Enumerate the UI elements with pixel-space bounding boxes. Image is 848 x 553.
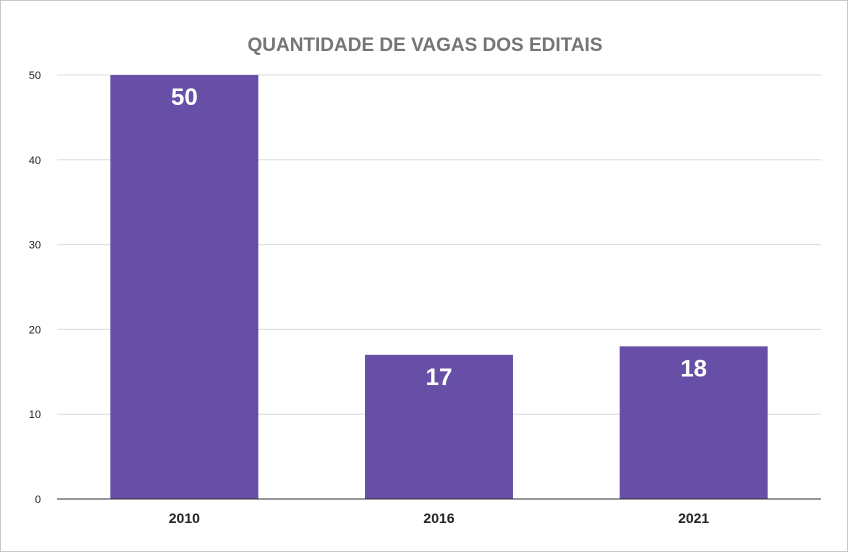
y-tick-label: 40 [29,155,41,167]
x-tick-label: 2016 [423,510,454,526]
data-label: 18 [680,355,707,382]
y-tick-label: 0 [35,494,41,506]
bar-2010 [110,75,259,499]
y-tick-label: 10 [29,409,41,421]
bar-2021 [619,346,768,499]
bars [110,75,768,499]
x-tick-label: 2010 [169,510,200,526]
data-labels: 50 17 18 [171,84,707,391]
data-label: 17 [426,364,453,391]
x-axis-ticks: 2010 2016 2021 [169,510,710,526]
chart-title: QUANTIDADE DE VAGAS DOS EDITAIS [247,35,602,56]
y-tick-label: 20 [29,324,41,336]
y-tick-label: 50 [29,70,41,82]
bar-2016 [365,354,513,499]
data-label: 50 [171,84,198,111]
y-axis-ticks: 0 10 20 30 40 50 [29,70,41,506]
x-tick-label: 2021 [678,510,709,526]
y-tick-label: 30 [29,240,41,252]
